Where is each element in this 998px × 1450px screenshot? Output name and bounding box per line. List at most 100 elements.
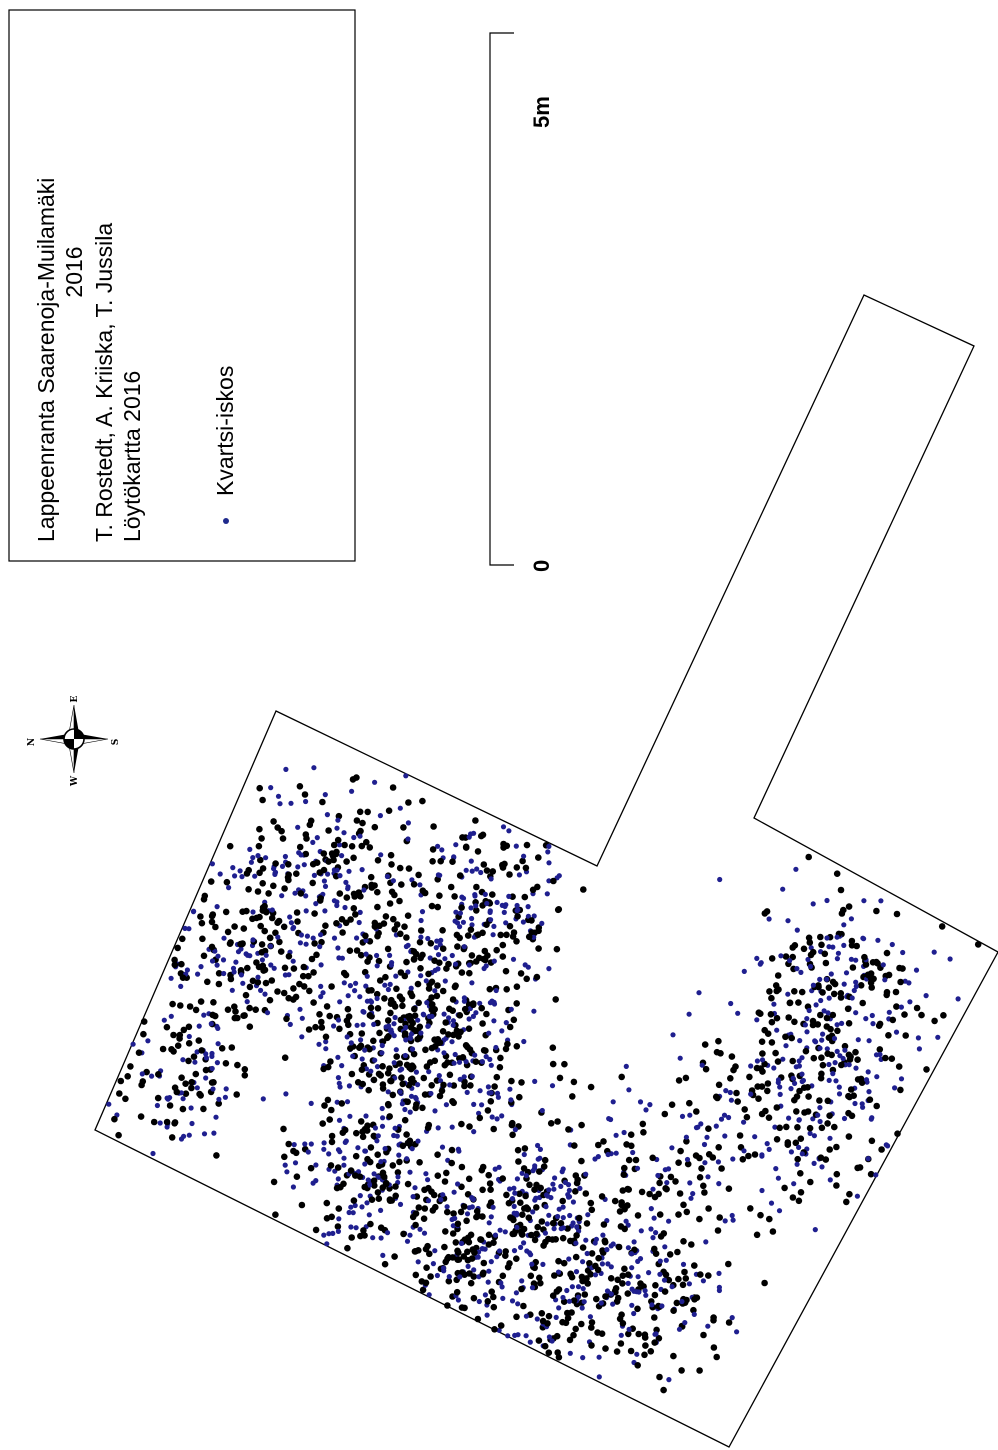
find-point [440, 1265, 447, 1271]
find-point [319, 1120, 327, 1127]
find-point [513, 938, 520, 945]
find-point [792, 1139, 800, 1147]
find-point [849, 995, 855, 1001]
find-point [682, 1074, 690, 1082]
find-point [873, 1102, 880, 1110]
find-point [305, 972, 312, 980]
find-point [446, 1071, 454, 1079]
find-point [258, 941, 266, 948]
find-point [458, 904, 465, 911]
find-point [915, 1035, 922, 1041]
find-point [337, 999, 343, 1005]
find-point [437, 857, 445, 865]
find-point [222, 1094, 228, 1100]
find-point [554, 1118, 561, 1125]
find-point [479, 1186, 486, 1194]
find-point [523, 975, 530, 983]
find-point [807, 1178, 814, 1186]
find-point [423, 1171, 429, 1177]
find-point [405, 799, 412, 806]
find-point [558, 1183, 564, 1189]
find-point [778, 953, 784, 959]
find-point [323, 1199, 331, 1207]
find-point [447, 1082, 453, 1088]
find-point [550, 877, 557, 885]
find-point [371, 1021, 377, 1027]
find-point [442, 1228, 449, 1235]
find-point [499, 1284, 505, 1290]
find-point [797, 1170, 804, 1177]
find-point [387, 851, 395, 859]
find-point [429, 858, 436, 865]
find-point [374, 1138, 380, 1144]
find-point [523, 841, 531, 849]
find-point [297, 890, 305, 897]
find-point [726, 1114, 732, 1121]
find-point [608, 1264, 614, 1270]
find-point [526, 1181, 533, 1189]
find-point [305, 1026, 313, 1033]
find-point [250, 909, 256, 915]
find-point [661, 1277, 668, 1283]
find-point [449, 952, 455, 959]
find-point [443, 1102, 449, 1108]
find-point [499, 953, 507, 960]
find-point [250, 937, 256, 943]
find-point [387, 952, 393, 959]
find-point [412, 1271, 420, 1279]
find-point [467, 926, 475, 933]
find-point [432, 1108, 438, 1114]
find-point [455, 1256, 463, 1263]
find-point [810, 901, 816, 907]
find-point [544, 1221, 550, 1227]
find-point [422, 1046, 429, 1054]
find-point [559, 1234, 567, 1242]
find-point [323, 1046, 329, 1052]
find-point [383, 1024, 389, 1030]
find-point [777, 1084, 783, 1090]
find-point [419, 887, 427, 894]
find-point [484, 1312, 490, 1318]
find-point [307, 1164, 315, 1172]
find-point [534, 1223, 541, 1231]
find-point [672, 1178, 679, 1185]
find-point [417, 1226, 423, 1232]
find-point [358, 1030, 366, 1037]
find-point [680, 1261, 687, 1267]
find-point [643, 1292, 649, 1298]
find-point [785, 918, 791, 924]
find-point [363, 937, 369, 944]
find-point [503, 1020, 509, 1026]
find-point [441, 1061, 449, 1069]
find-point [797, 1135, 805, 1142]
find-point [353, 817, 361, 824]
find-point [530, 1168, 536, 1174]
find-point [368, 1068, 374, 1074]
find-point [696, 990, 702, 996]
find-point [433, 945, 439, 951]
find-point [892, 988, 900, 996]
find-point [379, 1050, 385, 1056]
find-point [525, 933, 533, 941]
find-point [601, 1237, 609, 1245]
find-point [851, 987, 857, 994]
find-point [773, 987, 780, 995]
find-point [837, 990, 845, 997]
find-point [357, 1118, 365, 1125]
find-point [358, 1037, 364, 1043]
find-point [316, 1011, 323, 1018]
find-point [886, 1009, 892, 1015]
find-point [538, 1310, 546, 1317]
find-point [824, 1120, 831, 1127]
find-point [539, 920, 545, 927]
find-point [666, 1251, 674, 1258]
find-point [513, 1290, 520, 1296]
find-point [201, 1131, 208, 1137]
find-point [188, 1078, 195, 1086]
find-point [478, 869, 484, 876]
find-point [518, 1229, 525, 1237]
find-point [490, 932, 496, 938]
find-point [301, 862, 307, 868]
find-point [869, 1012, 875, 1019]
find-point [456, 1059, 463, 1065]
